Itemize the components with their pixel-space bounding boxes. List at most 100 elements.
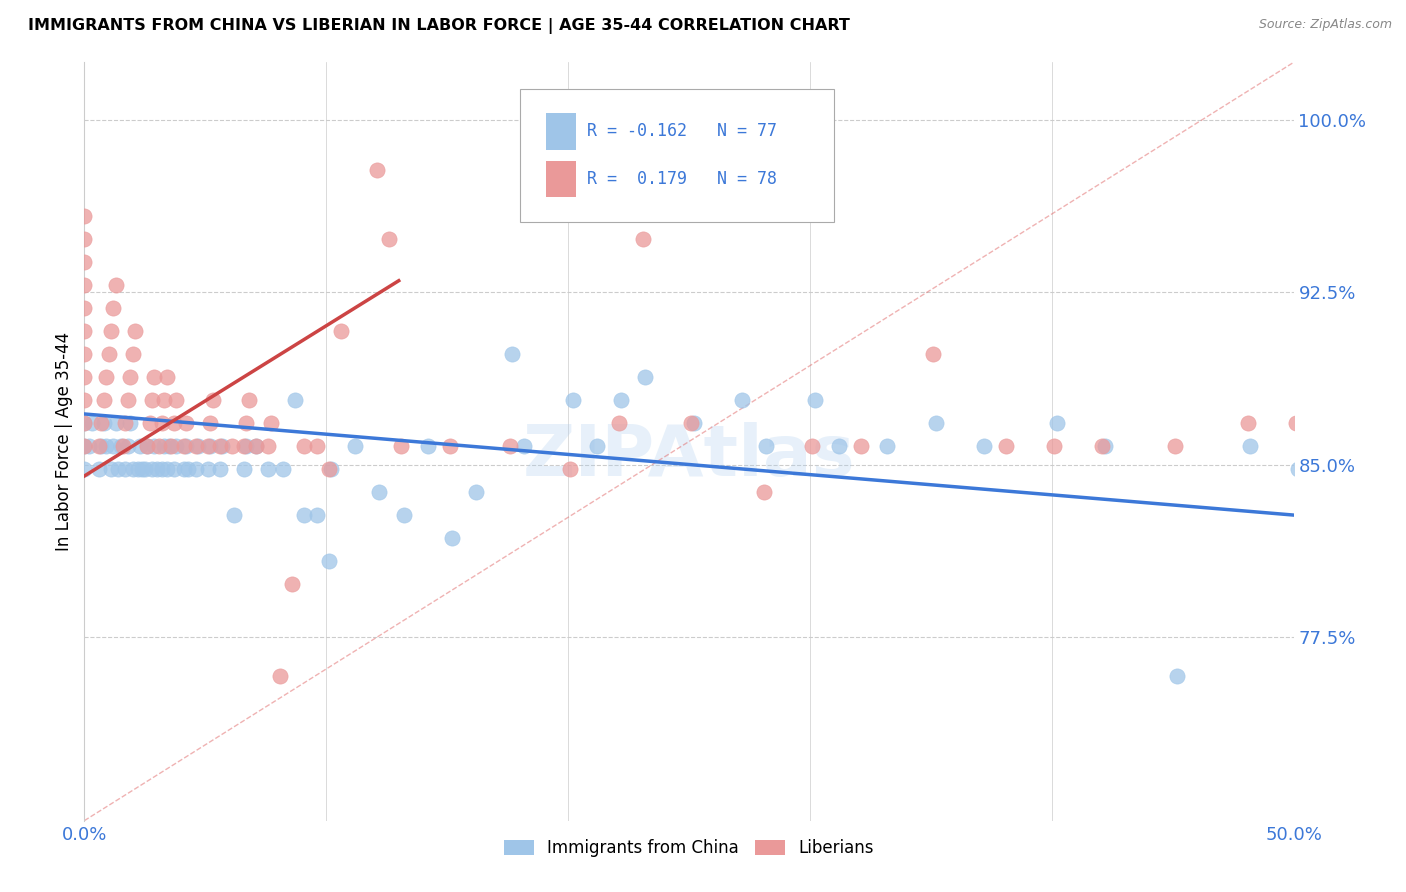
Point <box>146 462 169 476</box>
Point <box>117 393 139 408</box>
Point <box>318 462 340 476</box>
Point <box>281 577 304 591</box>
Text: R =  0.179   N = 78: R = 0.179 N = 78 <box>588 170 778 188</box>
Point <box>1166 669 1188 683</box>
Point <box>163 462 186 476</box>
Point <box>73 416 96 430</box>
Point <box>378 232 401 246</box>
Point <box>103 301 125 316</box>
Point <box>329 324 352 338</box>
Point <box>121 347 143 361</box>
Point <box>501 347 523 361</box>
Point <box>876 439 898 453</box>
Point <box>73 210 96 224</box>
Point <box>319 462 342 476</box>
Point <box>174 439 197 453</box>
Point <box>224 508 246 522</box>
Point <box>155 462 177 476</box>
Point <box>366 163 388 178</box>
Point <box>305 508 328 522</box>
Point <box>513 439 536 453</box>
Point <box>110 439 132 453</box>
Point <box>73 301 96 316</box>
Point <box>197 439 219 453</box>
Point <box>560 462 582 476</box>
Point <box>803 393 825 408</box>
Point <box>1045 416 1067 430</box>
Point <box>157 439 180 453</box>
Point <box>100 462 122 476</box>
Point <box>173 439 195 453</box>
FancyBboxPatch shape <box>547 161 576 197</box>
Point <box>211 439 233 453</box>
Point <box>173 462 195 476</box>
Point <box>177 462 200 476</box>
Point <box>93 416 115 430</box>
Point <box>73 416 96 430</box>
Legend: Immigrants from China, Liberians: Immigrants from China, Liberians <box>495 830 883 865</box>
Point <box>389 439 412 453</box>
Point <box>294 508 316 522</box>
Point <box>155 370 177 384</box>
Point <box>973 439 995 453</box>
Point <box>129 439 152 453</box>
Point <box>305 439 328 453</box>
Point <box>752 485 775 500</box>
Point <box>120 370 142 384</box>
Point <box>143 439 166 453</box>
Point <box>73 255 96 269</box>
FancyBboxPatch shape <box>547 113 576 150</box>
Point <box>73 370 96 384</box>
Point <box>233 439 256 453</box>
Point <box>93 393 115 408</box>
Point <box>922 347 945 361</box>
Point <box>731 393 754 408</box>
Point <box>90 439 112 453</box>
Point <box>141 393 163 408</box>
Point <box>124 324 146 338</box>
Point <box>104 416 127 430</box>
Point <box>153 393 176 408</box>
Text: ZIPAtlas: ZIPAtlas <box>523 422 855 491</box>
Point <box>828 439 851 453</box>
Point <box>440 531 463 545</box>
Point <box>201 393 224 408</box>
Point <box>94 370 117 384</box>
Point <box>184 439 207 453</box>
Point <box>73 232 96 246</box>
Point <box>73 324 96 338</box>
Point <box>682 416 704 430</box>
Point <box>1236 416 1258 430</box>
Point <box>187 439 209 453</box>
Point <box>257 462 280 476</box>
Point <box>141 462 163 476</box>
Point <box>208 462 231 476</box>
Point <box>184 462 207 476</box>
Text: IMMIGRANTS FROM CHINA VS LIBERIAN IN LABOR FORCE | AGE 35-44 CORRELATION CHART: IMMIGRANTS FROM CHINA VS LIBERIAN IN LAB… <box>28 18 851 34</box>
Point <box>238 393 260 408</box>
Point <box>131 462 153 476</box>
Point <box>97 347 120 361</box>
Point <box>1094 439 1116 453</box>
Point <box>208 439 231 453</box>
Point <box>1239 439 1261 453</box>
Point <box>197 462 219 476</box>
Point <box>148 439 170 453</box>
Point <box>1285 416 1308 430</box>
Point <box>160 439 183 453</box>
Point <box>138 416 160 430</box>
Point <box>801 439 824 453</box>
Point <box>269 669 291 683</box>
Point <box>1333 439 1355 453</box>
Point <box>318 554 340 568</box>
Point <box>634 370 657 384</box>
Point <box>439 439 461 453</box>
Point <box>120 416 142 430</box>
Point <box>198 416 221 430</box>
Y-axis label: In Labor Force | Age 35-44: In Labor Force | Age 35-44 <box>55 332 73 551</box>
Point <box>73 439 96 453</box>
Point <box>849 439 872 453</box>
Point <box>73 393 96 408</box>
Point <box>121 462 143 476</box>
Point <box>198 439 221 453</box>
